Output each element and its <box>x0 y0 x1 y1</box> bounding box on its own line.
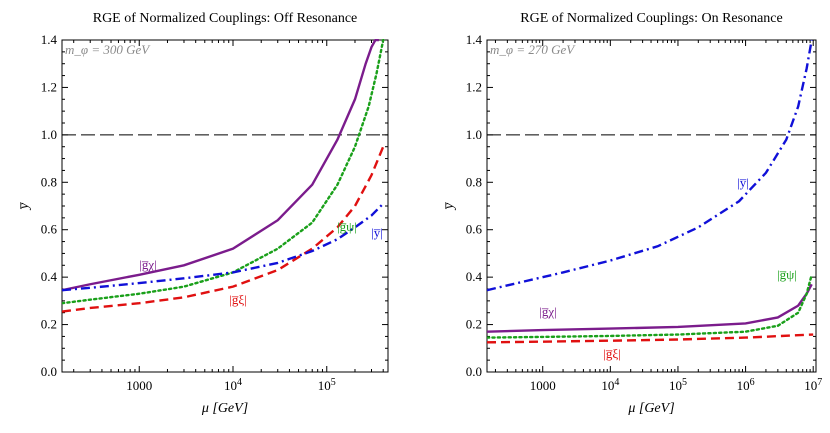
series-label: |g̅ψ| <box>777 267 797 282</box>
y-tick-label: 1.0 <box>41 127 57 142</box>
series-group <box>487 39 814 344</box>
y-axis-label: y̅ <box>17 201 32 211</box>
x-tick-label: 104 <box>224 377 242 394</box>
series-label: |g̅ξ| <box>603 346 621 361</box>
y-axis-label: y̅ <box>442 201 457 211</box>
y-tick-label: 0.4 <box>466 269 483 284</box>
series-label: |g̅χ| <box>539 304 556 319</box>
chart-panel-2: RGE of Normalized Couplings: On Resonanc… <box>442 11 822 416</box>
series-label: |g̅ξ| <box>229 292 247 307</box>
series-label: |g̅χ| <box>139 257 156 272</box>
plot-frame <box>486 39 817 373</box>
x-tick-label: 1000 <box>126 378 152 393</box>
y-tick-label: 0.2 <box>41 317 57 332</box>
y-tick-label: 0.4 <box>41 269 58 284</box>
x-axis-label: μ [GeV] <box>201 401 248 416</box>
series-line <box>62 202 385 292</box>
series-line <box>487 333 814 344</box>
series-label: |y̅| <box>737 175 749 190</box>
y-tick-label: 0.0 <box>466 364 482 379</box>
y-tick-label: 0.8 <box>466 174 482 189</box>
y-tick-label: 1.0 <box>466 127 482 142</box>
y-tick-label: 0.6 <box>41 222 58 237</box>
y-tick-label: 0.6 <box>466 222 483 237</box>
y-tick-label: 1.2 <box>466 79 482 94</box>
x-tick-label: 107 <box>804 377 822 394</box>
series-group <box>62 39 385 313</box>
x-tick-label: 104 <box>601 377 619 394</box>
y-tick-label: 1.4 <box>41 32 58 47</box>
series-label: |g̅ψ| <box>337 219 357 234</box>
y-tick-label: 1.2 <box>41 79 57 94</box>
x-tick-label: 1000 <box>530 378 556 393</box>
chart-title: RGE of Normalized Couplings: On Resonanc… <box>520 11 782 26</box>
x-tick-label: 105 <box>669 377 687 394</box>
series-line <box>487 283 813 333</box>
chart-title: RGE of Normalized Couplings: Off Resonan… <box>93 11 358 26</box>
x-tick-label: 106 <box>737 377 755 394</box>
mass-annotation: m_φ = 300 GeV <box>65 42 151 57</box>
y-tick-label: 0.8 <box>41 174 57 189</box>
series-line <box>62 146 385 313</box>
y-tick-label: 1.4 <box>466 32 483 47</box>
plot-frame <box>61 39 389 373</box>
y-tick-label: 0.2 <box>466 317 482 332</box>
y-tick-label: 0.0 <box>41 364 57 379</box>
mass-annotation: m_φ = 270 GeV <box>490 42 576 57</box>
x-tick-label: 105 <box>318 377 336 394</box>
series-label: |y̅| <box>371 225 383 240</box>
series-line <box>487 39 813 292</box>
series-line <box>62 39 379 292</box>
series-line <box>487 273 813 339</box>
x-axis-label: μ [GeV] <box>627 401 674 416</box>
chart-panel-1: RGE of Normalized Couplings: Off Resonan… <box>17 11 389 416</box>
series-line <box>62 39 385 305</box>
